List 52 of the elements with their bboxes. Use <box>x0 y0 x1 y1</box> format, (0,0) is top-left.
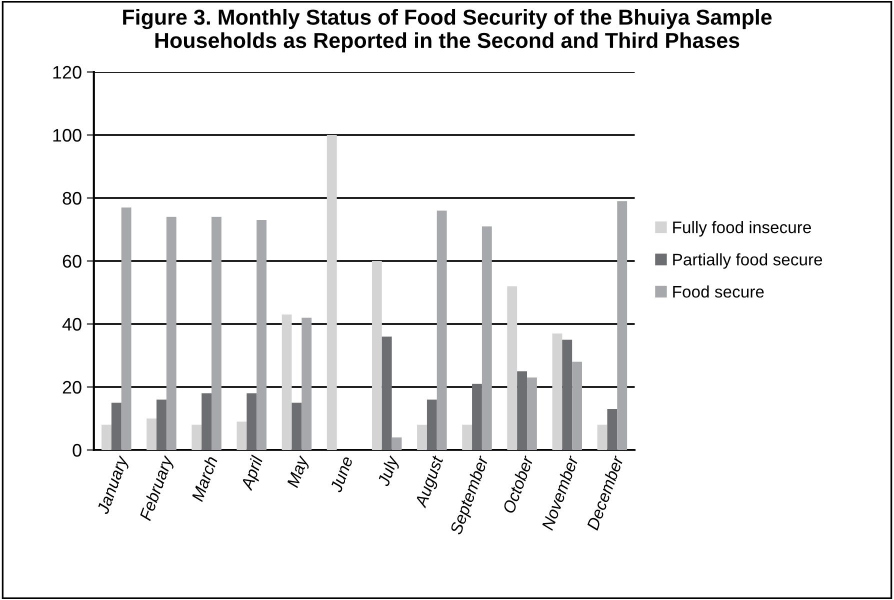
x-tick-label: March <box>190 456 218 502</box>
bar <box>292 402 302 450</box>
bar <box>472 384 482 450</box>
y-tick-label: 60 <box>62 254 82 268</box>
bar <box>552 333 562 450</box>
bar <box>256 220 266 450</box>
bar <box>462 424 472 450</box>
x-tick-label: May <box>286 454 312 490</box>
bar <box>192 424 202 450</box>
x-tick-label: April <box>240 454 266 492</box>
bar <box>562 340 572 450</box>
bar <box>597 424 608 450</box>
bar <box>202 393 212 450</box>
bar <box>212 216 222 450</box>
bar <box>607 409 618 450</box>
bar <box>302 318 312 450</box>
y-tick-label: 40 <box>62 318 82 331</box>
bar <box>482 226 492 450</box>
y-tick-label: 20 <box>62 380 82 394</box>
bar <box>146 418 157 450</box>
bar <box>282 314 292 450</box>
legend-label: Fully food insecure <box>673 221 811 237</box>
bar <box>382 336 392 450</box>
bar <box>372 261 382 450</box>
bar <box>426 400 437 450</box>
bar <box>166 216 176 450</box>
bar <box>392 437 402 450</box>
bar <box>246 393 257 450</box>
x-tick-label: October <box>502 454 534 514</box>
bar <box>572 362 582 450</box>
x-tick-label: August <box>414 454 447 510</box>
bar <box>326 135 337 450</box>
bar <box>156 400 166 450</box>
y-tick-label: 0 <box>72 444 82 457</box>
legend-label: Food secure <box>673 285 764 298</box>
y-tick-label: 80 <box>62 192 82 205</box>
x-tick-label: June <box>330 456 354 494</box>
bar <box>617 201 628 450</box>
bar <box>527 378 537 450</box>
bar <box>102 424 112 450</box>
bar <box>417 424 427 450</box>
bar <box>121 207 132 450</box>
bar <box>517 371 528 450</box>
bar <box>507 286 518 450</box>
bar <box>436 210 447 450</box>
legend-label: Partially food secure <box>673 253 822 269</box>
x-tick-label: July <box>376 454 402 488</box>
chart-title: Figure 3. Monthly Status of Food Security of the Bhuiya Sample Households as Reported in the Second and Third Phases <box>123 9 772 52</box>
y-tick-label: 100 <box>53 128 82 142</box>
bar <box>236 422 247 450</box>
y-tick-label: 120 <box>53 66 82 79</box>
bar <box>111 402 122 450</box>
